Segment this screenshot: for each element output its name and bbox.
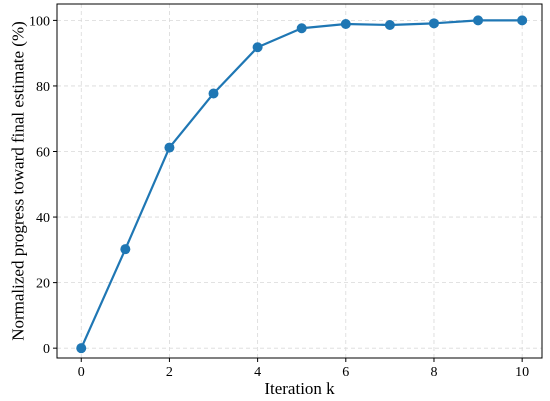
grid-lines (57, 4, 542, 358)
data-point (296, 23, 307, 34)
x-tick-label: 6 (342, 365, 349, 380)
data-point (473, 15, 484, 26)
y-tick-label: 40 (36, 211, 50, 226)
x-axis-label: Iteration k (264, 379, 335, 398)
x-tick-label: 8 (430, 365, 437, 380)
data-point (428, 18, 439, 29)
series-marks (76, 15, 528, 354)
data-point (252, 42, 263, 53)
y-tick-label: 80 (36, 80, 50, 95)
y-tick-label: 20 (36, 277, 50, 292)
data-point (340, 18, 351, 29)
y-axis-label: Normalized progress toward final estimat… (9, 21, 28, 341)
x-tick-label: 0 (78, 365, 85, 380)
plot-frame (56, 3, 543, 359)
x-tick-label: 2 (166, 365, 173, 380)
x-tick-label: 10 (515, 365, 529, 380)
data-point (164, 142, 175, 153)
y-tick-label: 60 (36, 146, 50, 161)
data-point (208, 88, 219, 99)
series-line (80, 19, 523, 349)
data-point (517, 15, 528, 26)
data-point (76, 343, 87, 354)
data-point (120, 244, 131, 255)
x-tick-label: 4 (254, 365, 261, 380)
y-tick-label: 100 (29, 14, 50, 29)
data-point (384, 19, 395, 30)
y-tick-label: 0 (43, 342, 50, 357)
